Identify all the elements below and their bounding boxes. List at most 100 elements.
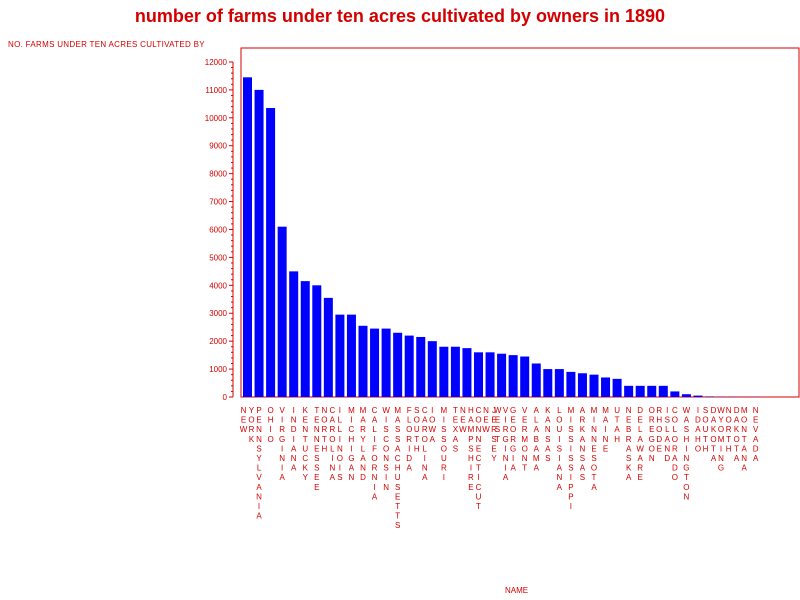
bar bbox=[670, 391, 680, 397]
bar bbox=[404, 335, 414, 397]
bar bbox=[543, 369, 553, 397]
bar bbox=[358, 325, 368, 397]
bar bbox=[497, 353, 507, 397]
bar bbox=[335, 314, 345, 397]
bar bbox=[300, 281, 310, 397]
x-axis-label: NAME bbox=[505, 586, 529, 595]
bar bbox=[312, 285, 322, 397]
bar bbox=[554, 369, 564, 397]
bar bbox=[462, 348, 472, 397]
bar bbox=[601, 377, 611, 397]
y-tick-label: 12000 bbox=[205, 58, 228, 67]
y-tick-label: 11000 bbox=[205, 86, 227, 95]
bar bbox=[370, 328, 380, 397]
bar bbox=[266, 108, 276, 397]
bar bbox=[346, 314, 356, 397]
bar bbox=[393, 332, 403, 397]
bar bbox=[612, 378, 622, 397]
y-tick-label: 1000 bbox=[209, 365, 227, 374]
bar bbox=[416, 336, 426, 397]
bar bbox=[508, 355, 518, 397]
bar bbox=[589, 374, 599, 397]
y-tick-label: 10000 bbox=[205, 114, 228, 123]
y-tick-label: 3000 bbox=[209, 309, 227, 318]
bar bbox=[277, 226, 287, 397]
bar bbox=[577, 373, 587, 397]
y-axis-label: NO. FARMS UNDER TEN ACRES CULTIVATED BY bbox=[8, 40, 205, 49]
bar bbox=[474, 352, 483, 397]
bars bbox=[243, 77, 761, 397]
bar bbox=[693, 395, 703, 397]
bar bbox=[439, 346, 449, 397]
bar bbox=[520, 356, 530, 397]
y-tick-label: 4000 bbox=[209, 281, 227, 290]
plot-frame bbox=[240, 47, 800, 398]
bar bbox=[647, 385, 657, 397]
bar bbox=[485, 352, 495, 397]
bar bbox=[381, 328, 391, 397]
bar bbox=[323, 297, 333, 397]
bar bbox=[635, 385, 645, 397]
x-axis-category-labels: N E WY O R KP E N N S Y L V A N I AO H I OV I R G I N I AI N D I A N AK E… bbox=[240, 406, 759, 530]
y-axis: 0 1000 2000 3000 4000 5000 6000 7000 8000 9000 100… bbox=[205, 58, 234, 402]
bar bbox=[681, 394, 691, 397]
chart-title: number of farms under ten acres cultivat… bbox=[134, 6, 666, 26]
bar bbox=[705, 396, 714, 397]
bar bbox=[243, 77, 252, 397]
y-tick-label: 9000 bbox=[209, 142, 227, 151]
y-tick-label: 0 bbox=[223, 393, 228, 402]
bar bbox=[658, 385, 668, 397]
bar bbox=[427, 341, 437, 397]
y-tick-label: 8000 bbox=[209, 170, 227, 179]
bar bbox=[289, 271, 299, 397]
bar bbox=[531, 363, 541, 397]
y-tick-label: 6000 bbox=[209, 225, 227, 234]
y-tick-label: 2000 bbox=[209, 337, 227, 346]
